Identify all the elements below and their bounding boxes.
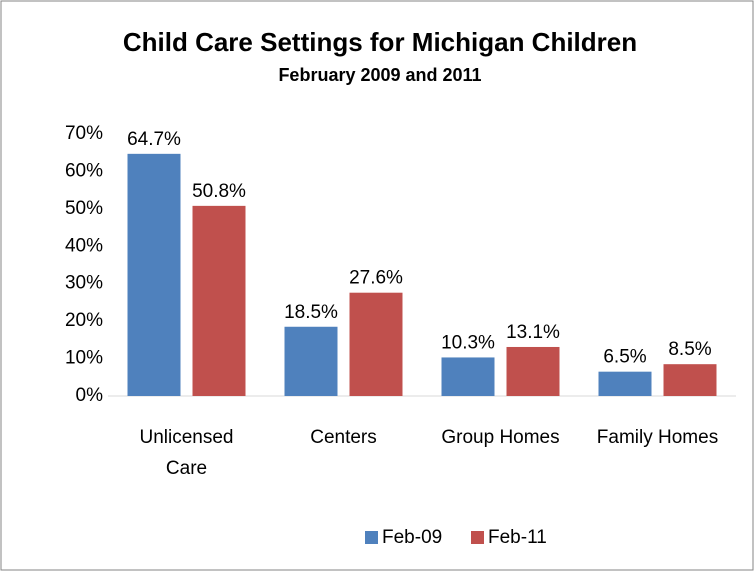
data-label: 50.8% [192,181,246,202]
legend-swatch [471,531,484,544]
x-tick-label: Centers [310,427,377,448]
y-tick-label: 10% [65,348,103,369]
bar [284,326,338,396]
y-tick-label: 20% [65,310,103,331]
bar [598,371,652,396]
x-tick-label: Unlicensed Care [139,427,234,479]
bar [441,357,495,396]
data-label: 64.7% [127,129,181,150]
data-label: 27.6% [349,268,403,289]
x-tick-label: Family Homes [596,427,719,448]
data-label: 10.3% [441,332,495,353]
legend-swatch [365,531,378,544]
bar [127,153,181,396]
legend-label: Feb-09 [382,527,442,548]
chart-subtitle: February 2009 and 2011 [278,65,481,85]
y-tick-label: 50% [65,198,103,219]
y-tick-label: 70% [65,123,103,144]
y-tick-label: 60% [65,160,103,181]
y-tick-label: 30% [65,273,103,294]
data-label: 6.5% [603,347,646,368]
bar [663,364,717,396]
y-tick-label: 0% [76,385,104,406]
data-label: 13.1% [506,322,560,343]
y-tick-label: 40% [65,235,103,256]
data-label: 8.5% [668,339,711,360]
x-tick-label: Group Homes [441,427,560,448]
bar [349,292,403,396]
bar [192,205,246,396]
chart-title: Child Care Settings for Michigan Childre… [123,27,637,57]
data-label: 18.5% [284,302,338,323]
legend-label: Feb-11 [488,527,547,548]
bar [506,346,560,396]
